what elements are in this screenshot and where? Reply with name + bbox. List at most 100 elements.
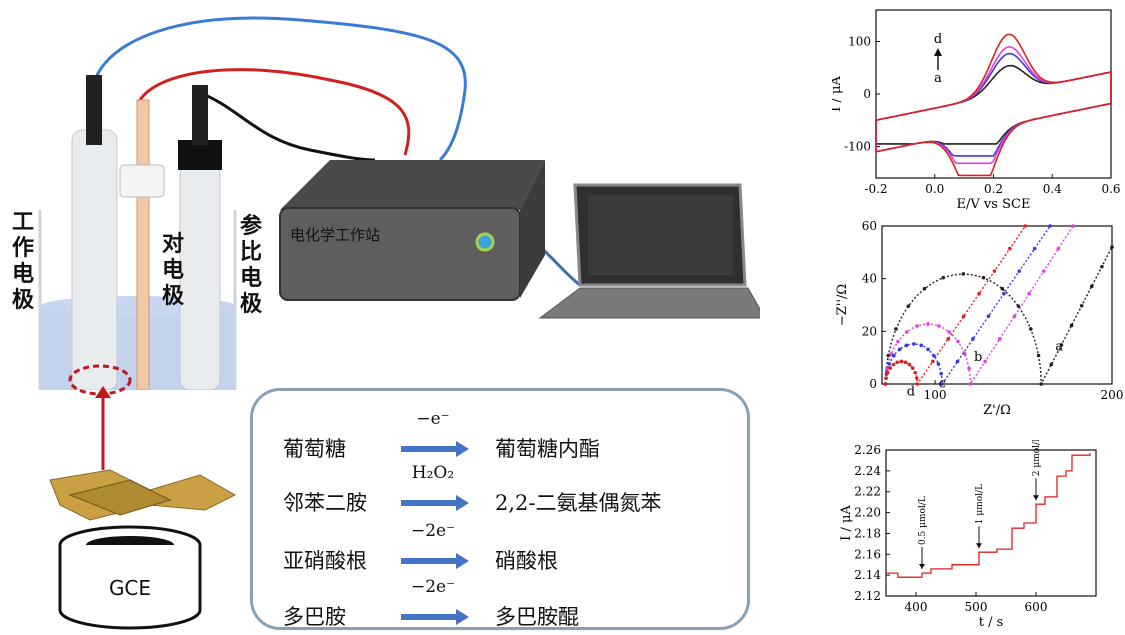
x-tick-label: -0.2 [864,182,887,196]
injection-arrowhead [1033,495,1039,501]
x-tick-label: 200 [1101,388,1124,402]
y-axis-label: I / μA [840,505,854,541]
eis-point [915,382,920,386]
y-tick-label: 0 [863,87,871,101]
eis-point [1100,264,1104,269]
eis-point [1000,286,1005,291]
eis-point [907,362,912,367]
y-tick-label: 2.26 [854,443,881,457]
laptop-keyboard [538,287,760,319]
annotation-arrowhead [934,48,942,56]
y-tick-label: 2.16 [854,547,881,561]
eis-point [1012,314,1017,319]
eis-point [1048,224,1052,228]
eis-point [961,314,966,319]
eis-curve-a [884,246,1113,387]
eis-point [1002,291,1006,296]
eis-point [883,382,888,386]
eis-point [961,272,966,276]
reaction-row: 邻苯二胺 H₂O₂ 2,2-二氨基偶氮苯 [253,463,753,521]
reaction-row: 葡萄糖 −e⁻ 葡萄糖内酯 [253,409,753,467]
product: 多巴胺醌 [495,605,579,629]
eis-point [983,359,987,364]
eis-point [884,376,888,380]
eis-point [922,286,927,291]
eis-point [946,337,951,341]
eis-point [895,360,900,365]
eis-point [1089,284,1094,288]
eis-point [986,314,991,319]
product: 2,2-二氨基偶氮苯 [495,491,662,515]
y-tick-label: 2.22 [854,485,881,499]
reaction-arrow-icon [401,441,469,457]
eis-point [891,362,896,367]
eis-point [886,353,890,358]
x-axis-label: Z'/Ω [983,403,1011,418]
eis-point [888,366,893,370]
annotation-d: d [934,32,942,47]
eis-point [904,330,909,334]
blue-wire [93,16,467,162]
y-tick-label: 2.18 [854,526,881,540]
y-axis-label: −Z''/Ω [835,284,850,326]
eis-point [1039,382,1044,386]
eis-point [1079,303,1084,308]
y-tick-label: 100 [848,35,871,49]
eis-point [892,353,896,358]
reaction-box: 葡萄糖 −e⁻ 葡萄糖内酯 邻苯二胺 H₂O₂ 2,2-二氨基偶氮苯 亚硝酸根 … [250,388,750,630]
reactant: 邻苯二胺 [283,491,367,515]
y-tick-label: 60 [862,219,877,233]
counter-electrode-label: 对电极 [161,232,184,309]
product: 硝酸根 [495,549,558,573]
plot-frame [881,225,1113,385]
gce-label: GCE [108,576,152,600]
eis-label-b: b [974,350,982,365]
eis-point [956,339,960,344]
eis-point [939,371,943,376]
workstation-knob [475,232,495,252]
reactant: 亚硝酸根 [283,549,367,573]
eis-point [1059,343,1064,347]
cv-curve-c [875,46,1112,165]
eis-point [967,366,971,371]
eis-point [1017,269,1022,273]
condition: H₂O₂ [411,463,455,483]
reactant: 多巴胺 [283,605,346,629]
eis-point [889,352,894,356]
eis-point [936,362,941,366]
eis-point [885,370,890,375]
x-tick-label: 0.6 [1101,182,1120,196]
y-tick-label: 40 [862,272,877,286]
eis-point [1041,269,1046,273]
injection-label: 1 μmol/L [975,484,985,524]
reaction-arrow-icon [401,495,469,511]
y-tick-label: -100 [844,140,871,154]
y-tick-label: 2.12 [854,589,881,603]
eis-point [1023,224,1028,228]
eis-point [1110,245,1114,249]
eis-point [968,382,973,386]
eis-point [899,359,904,364]
x-axis-label: E/V vs SCE [957,197,1031,212]
x-tick-label: 0.0 [925,182,944,196]
eis-point [992,269,997,273]
x-tick-label: 600 [1025,600,1048,614]
x-axis-label: t / s [979,615,1004,630]
cv-chart: E/V vs SCE I / μA -0.2 0.0 0.2 0.4 0.6 100 0 -100… [832,9,1121,212]
eis-point [1069,323,1074,328]
reference-electrode-label: 参比电极 [239,214,262,317]
eis-point [926,347,930,352]
workstation-label: 电化学工作站 [290,226,381,244]
amperometry-chart: t / s I / μA 400 500 600 2.12 2.14 2.16 2.18 2.20… [840,440,1097,630]
eis-label-d: d [907,384,915,399]
cv-curve-a [875,64,1112,145]
eis-point [1008,246,1012,251]
eis-point [926,322,930,326]
reaction-arrow-icon [401,553,469,569]
eis-point [912,342,916,346]
eis-point [897,347,902,352]
plot-frame [875,9,1112,179]
eis-label-a: a [1055,340,1063,355]
eis-point [1049,362,1054,367]
workstation-box [280,160,545,210]
